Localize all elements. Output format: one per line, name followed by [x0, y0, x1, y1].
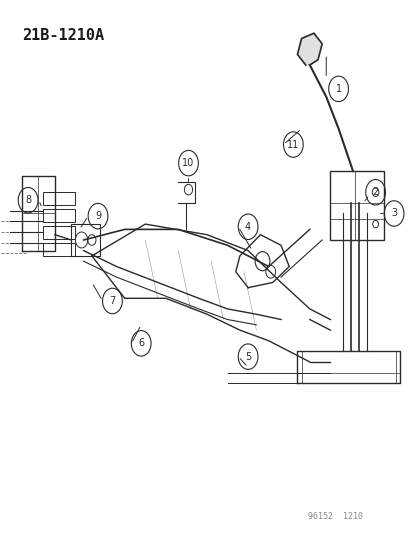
Bar [43, 192, 75, 205]
Bar [43, 225, 75, 239]
Text: 96152  1210: 96152 1210 [308, 512, 362, 521]
Text: 21B-1210A: 21B-1210A [22, 28, 104, 43]
Bar [330, 171, 383, 240]
Text: 9: 9 [95, 211, 101, 221]
Text: 2: 2 [372, 187, 378, 197]
Text: 7: 7 [109, 296, 115, 306]
Text: 11: 11 [287, 140, 299, 150]
Text: 6: 6 [138, 338, 144, 349]
Text: 1: 1 [335, 84, 341, 94]
Bar [43, 243, 75, 256]
Text: 10: 10 [182, 158, 194, 168]
Text: 8: 8 [25, 195, 31, 205]
Polygon shape [297, 33, 321, 65]
Text: 4: 4 [244, 222, 251, 232]
Text: 5: 5 [244, 352, 251, 361]
Text: 3: 3 [390, 208, 396, 219]
Bar [43, 209, 75, 222]
